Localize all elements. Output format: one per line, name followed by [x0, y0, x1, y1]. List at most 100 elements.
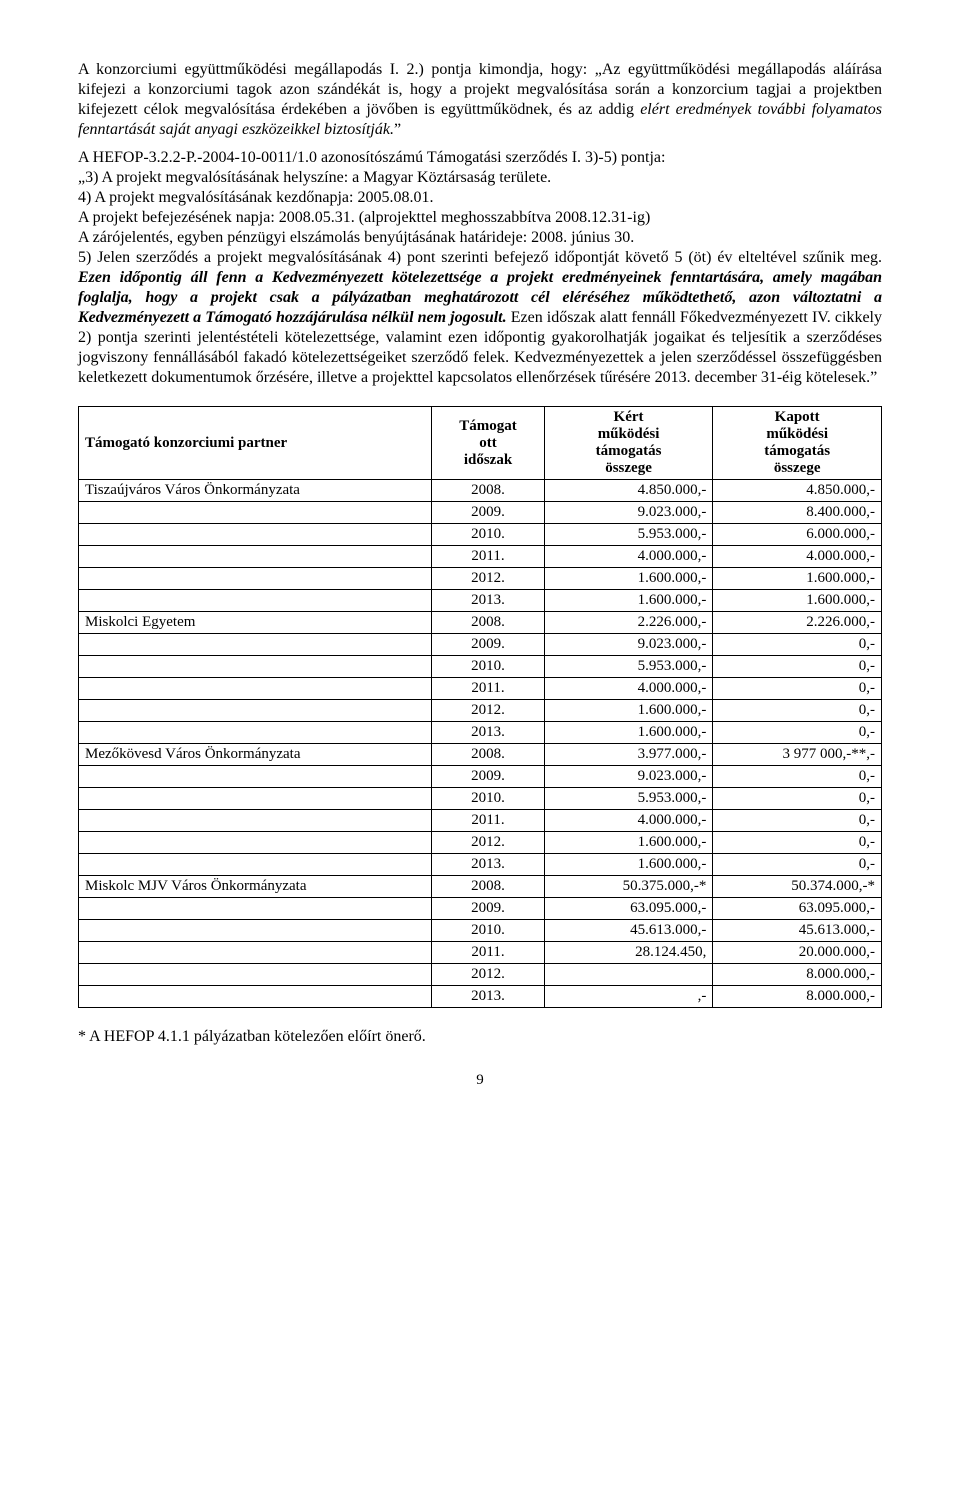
cell-received: 1.600.000,-	[713, 568, 882, 590]
cell-year: 2010.	[432, 524, 544, 546]
table-row: 2012.1.600.000,-0,-	[79, 700, 882, 722]
cell-year: 2008.	[432, 612, 544, 634]
cell-year: 2010.	[432, 788, 544, 810]
table-row: 2009.9.023.000,-0,-	[79, 766, 882, 788]
cell-requested: 1.600.000,-	[544, 854, 713, 876]
table-row: 2013.1.600.000,-0,-	[79, 722, 882, 744]
table-row: 2011.4.000.000,-4.000.000,-	[79, 546, 882, 568]
cell-received: 8.000.000,-	[713, 986, 882, 1008]
cell-received: 50.374.000,-*	[713, 876, 882, 898]
p2-line5: A zárójelentés, egyben pénzügyi elszámol…	[78, 228, 882, 248]
cell-partner	[79, 722, 432, 744]
table-row: Miskolci Egyetem2008.2.226.000,-2.226.00…	[79, 612, 882, 634]
cell-requested: 5.953.000,-	[544, 788, 713, 810]
p2-line4: A projekt befejezésének napja: 2008.05.3…	[78, 208, 882, 228]
cell-year: 2013.	[432, 590, 544, 612]
th-requested: Kértműködésitámogatásösszege	[544, 407, 713, 480]
cell-received: 0,-	[713, 832, 882, 854]
cell-requested: 4.850.000,-	[544, 480, 713, 502]
table-row: 2012.1.600.000,-0,-	[79, 832, 882, 854]
table-row: 2010.5.953.000,-0,-	[79, 788, 882, 810]
table-row: Miskolc MJV Város Önkormányzata2008.50.3…	[79, 876, 882, 898]
cell-received: 0,-	[713, 656, 882, 678]
cell-received: 3 977 000,-**,-	[713, 744, 882, 766]
table-row: 2010.45.613.000,-45.613.000,-	[79, 920, 882, 942]
th-received-text: Kapottműködésitámogatásösszege	[764, 409, 830, 476]
cell-year: 2010.	[432, 656, 544, 678]
table-row: 2011.28.124.450,20.000.000,-	[79, 942, 882, 964]
table-row: 2009.9.023.000,-8.400.000,-	[79, 502, 882, 524]
cell-requested: 45.613.000,-	[544, 920, 713, 942]
table-row: 2013.,-8.000.000,-	[79, 986, 882, 1008]
cell-received: 0,-	[713, 788, 882, 810]
table-row: 2012.1.600.000,-1.600.000,-	[79, 568, 882, 590]
cell-year: 2012.	[432, 832, 544, 854]
cell-requested: 1.600.000,-	[544, 722, 713, 744]
cell-requested	[544, 964, 713, 986]
cell-partner	[79, 634, 432, 656]
th-period-text: Támogatottidőszak	[459, 418, 517, 468]
cell-year: 2010.	[432, 920, 544, 942]
cell-received: 0,-	[713, 766, 882, 788]
cell-received: 0,-	[713, 722, 882, 744]
th-partner: Támogató konzorciumi partner	[79, 407, 432, 480]
cell-requested: 9.023.000,-	[544, 502, 713, 524]
cell-year: 2012.	[432, 700, 544, 722]
cell-year: 2013.	[432, 722, 544, 744]
cell-partner	[79, 590, 432, 612]
p2-line2: „3) A projekt megvalósításának helyszíne…	[78, 168, 882, 188]
cell-year: 2011.	[432, 942, 544, 964]
cell-received: 1.600.000,-	[713, 590, 882, 612]
table-header-row: Támogató konzorciumi partner Támogatotti…	[79, 407, 882, 480]
table-row: 2013.1.600.000,-1.600.000,-	[79, 590, 882, 612]
cell-partner	[79, 788, 432, 810]
cell-partner	[79, 656, 432, 678]
cell-requested: 9.023.000,-	[544, 766, 713, 788]
p2-seg1: 5) Jelen szerződés a projekt megvalósítá…	[78, 249, 882, 266]
cell-partner	[79, 920, 432, 942]
cell-requested: 1.600.000,-	[544, 590, 713, 612]
cell-partner	[79, 766, 432, 788]
th-requested-text: Kértműködésitámogatásösszege	[596, 409, 662, 476]
cell-partner	[79, 942, 432, 964]
cell-received: 0,-	[713, 810, 882, 832]
th-received: Kapottműködésitámogatásösszege	[713, 407, 882, 480]
table-row: 2009.63.095.000,-63.095.000,-	[79, 898, 882, 920]
cell-requested: 4.000.000,-	[544, 678, 713, 700]
cell-received: 63.095.000,-	[713, 898, 882, 920]
cell-partner	[79, 832, 432, 854]
cell-received: 4.850.000,-	[713, 480, 882, 502]
cell-requested: 50.375.000,-*	[544, 876, 713, 898]
cell-partner	[79, 986, 432, 1008]
table-row: 2011.4.000.000,-0,-	[79, 678, 882, 700]
table-row: 2011.4.000.000,-0,-	[79, 810, 882, 832]
cell-partner	[79, 898, 432, 920]
page-number: 9	[78, 1072, 882, 1089]
funding-table: Támogató konzorciumi partner Támogatotti…	[78, 406, 882, 1008]
table-row: 2010.5.953.000,-6.000.000,-	[79, 524, 882, 546]
p2-line3: 4) A projekt megvalósításának kezdőnapja…	[78, 188, 882, 208]
funding-table-body: Tiszaújváros Város Önkormányzata 2008. 4.8…	[79, 480, 882, 1008]
cell-partner	[79, 810, 432, 832]
cell-year: 2012.	[432, 568, 544, 590]
p2-body: 5) Jelen szerződés a projekt megvalósítá…	[78, 248, 882, 388]
cell-received: 8.400.000,-	[713, 502, 882, 524]
cell-received: 2.226.000,-	[713, 612, 882, 634]
cell-partner	[79, 524, 432, 546]
cell-requested: ,-	[544, 986, 713, 1008]
th-partner-text: Támogató konzorciumi partner	[85, 435, 287, 451]
cell-received: 20.000.000,-	[713, 942, 882, 964]
cell-partner	[79, 700, 432, 722]
cell-year: 2008.	[432, 876, 544, 898]
cell-year: 2011.	[432, 810, 544, 832]
table-row: 2009.9.023.000,-0,-	[79, 634, 882, 656]
cell-year: 2009.	[432, 766, 544, 788]
cell-year: 2009.	[432, 502, 544, 524]
cell-requested: 1.600.000,-	[544, 700, 713, 722]
cell-partner: Tiszaújváros Város Önkormányzata	[79, 480, 432, 502]
cell-received: 0,-	[713, 678, 882, 700]
cell-received: 0,-	[713, 634, 882, 656]
cell-year: 2009.	[432, 634, 544, 656]
cell-requested: 2.226.000,-	[544, 612, 713, 634]
cell-received: 4.000.000,-	[713, 546, 882, 568]
